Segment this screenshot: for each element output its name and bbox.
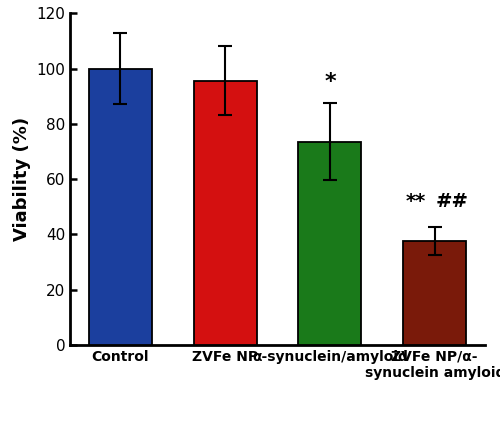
Bar (194, 81, 256, 345)
Y-axis label: Viability (%): Viability (%) (12, 117, 30, 241)
Text: *: * (324, 72, 336, 92)
Bar (404, 241, 466, 345)
Text: **: ** (406, 192, 426, 211)
Bar (298, 142, 362, 345)
Bar (89, 69, 152, 345)
Text: ##: ## (436, 192, 469, 211)
